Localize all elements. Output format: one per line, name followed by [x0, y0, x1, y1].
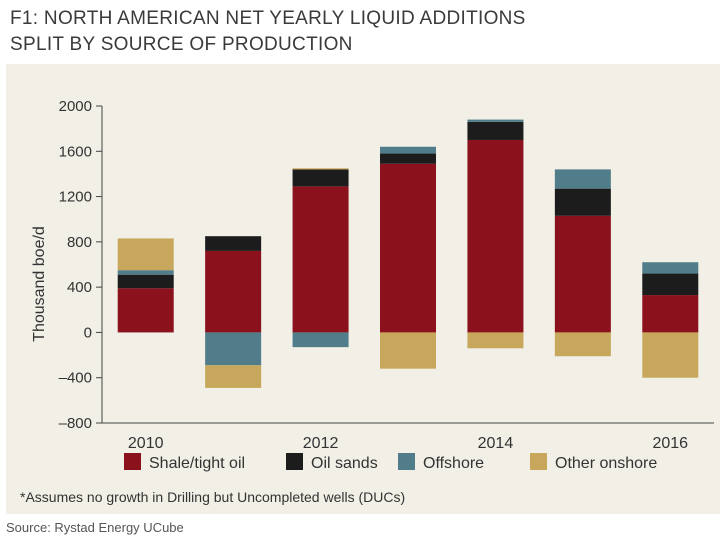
bars	[117, 119, 699, 388]
legend-label-oilsands: Oil sands	[311, 455, 378, 472]
y-tick-label: 1600	[59, 143, 92, 160]
bar-shale-2014	[467, 139, 524, 333]
axes: 2000 1600 1200 800 400 0 –400 –800 2010 2012 2014 2…	[59, 98, 714, 452]
bar-shale-2011	[205, 250, 262, 333]
bar-oilsands-2012	[292, 169, 349, 187]
x-tick-label: 2012	[303, 435, 339, 452]
bar-offshore-2013	[380, 146, 436, 154]
y-tick-label: –800	[59, 415, 92, 432]
y-axis-label: Thousand boe/d	[31, 226, 48, 342]
bar-offshore-2011	[205, 332, 262, 366]
legend-label-offshore: Offshore	[423, 455, 484, 472]
bar-offshore-2016	[642, 262, 699, 274]
bar-oilsands-2016	[642, 273, 699, 296]
y-tick-label: 800	[67, 234, 92, 251]
bar-oilsands-2013	[380, 153, 436, 164]
chart-title: F1: NORTH AMERICAN NET YEARLY LIQUID ADD…	[10, 6, 526, 58]
bar-shale-2013	[380, 163, 436, 333]
bar-shale-2016	[642, 295, 699, 333]
bar-other-2016	[642, 332, 699, 378]
bar-other-2011	[205, 365, 262, 388]
y-tick-label: 1200	[59, 189, 92, 206]
bar-oilsands-2014	[467, 121, 524, 140]
bar-other-2013	[380, 332, 436, 369]
bar-offshore-2015	[554, 169, 611, 189]
legend-swatch-offshore	[398, 453, 415, 470]
bar-other-2012	[292, 168, 349, 170]
bar-other-2015	[554, 332, 611, 357]
title-line-2: SPLIT BY SOURCE OF PRODUCTION	[10, 34, 353, 55]
bar-shale-2015	[554, 215, 611, 333]
legend-swatch-oilsands	[286, 453, 303, 470]
bar-shale-2010	[117, 288, 174, 333]
y-tick-label: 0	[84, 324, 92, 341]
bar-other-2010	[117, 238, 174, 271]
y-tick-label: –400	[59, 370, 92, 387]
title-line-1: F1: NORTH AMERICAN NET YEARLY LIQUID ADD…	[10, 8, 526, 29]
legend-swatch-other	[530, 453, 547, 470]
bar-oilsands-2015	[554, 188, 611, 216]
bar-offshore-2012	[292, 332, 349, 348]
y-tick-label: 2000	[59, 98, 92, 115]
bar-oilsands-2010	[117, 274, 174, 289]
source-note: Source: Rystad Energy UCube	[6, 520, 184, 535]
chart-svg: 2000 1600 1200 800 400 0 –400 –800 2010 2012 2014 2…	[20, 98, 714, 505]
legend-label-shale: Shale/tight oil	[149, 455, 245, 472]
bar-shale-2012	[292, 186, 349, 333]
bar-oilsands-2011	[205, 236, 262, 251]
x-tick-label: 2016	[652, 435, 688, 452]
legend-swatch-shale	[124, 453, 141, 470]
bar-other-2014	[467, 332, 524, 349]
bar-offshore-2010	[117, 270, 174, 275]
footnote: *Assumes no growth in Drilling but Uncom…	[20, 489, 405, 505]
x-tick-label: 2014	[478, 435, 514, 452]
y-tick-label: 400	[67, 279, 92, 296]
chart-panel: 2000 1600 1200 800 400 0 –400 –800 2010 2012 2014 2…	[6, 64, 720, 514]
legend-label-other: Other onshore	[555, 455, 657, 472]
legend: Shale/tight oil Oil sands Offshore Other on…	[124, 453, 657, 472]
bar-offshore-2014	[467, 119, 524, 122]
x-tick-label: 2010	[128, 435, 164, 452]
